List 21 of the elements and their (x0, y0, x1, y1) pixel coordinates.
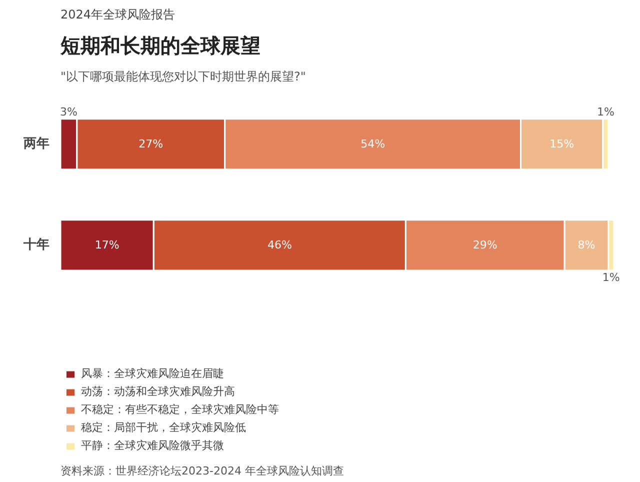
chart-subtitle: 2024年全球风险报告 (60, 8, 176, 22)
y-tick-label: 两年 (22, 136, 50, 152)
data-label: 17% (94, 238, 120, 252)
data-label: 3% (60, 105, 78, 118)
legend-label: 动荡：动荡和全球灾难风险升高 (81, 384, 235, 399)
legend-label: 风暴：全球灾难风险迫在眉睫 (81, 366, 224, 381)
data-label: 15% (550, 138, 574, 151)
text: 资料来源：世界经济论坛2023-2024 年全球风险认知调查 (60, 464, 344, 478)
data-label: 29% (472, 238, 498, 252)
legend-label: 平静：全球灾难风险微乎其微 (81, 438, 224, 453)
data-label: 54% (360, 138, 386, 151)
legend-label: 稳定：局部干扰，全球灾难风险低 (81, 420, 246, 435)
chart-title: 短期和长期的全球展望 (60, 34, 260, 58)
data-label: 8% (578, 238, 596, 252)
data-label: 46% (267, 238, 292, 252)
y-tick-label: 十年 (22, 238, 50, 253)
data-label: 1% (596, 105, 614, 118)
text: "以下哪项最能体现您对以下时期世界的展望?" (60, 70, 306, 84)
legend-label: 不稳定：有些不稳定，全球灾难风险中等 (81, 402, 279, 417)
data-label: 27% (138, 138, 164, 151)
data-label: 1% (602, 270, 620, 284)
